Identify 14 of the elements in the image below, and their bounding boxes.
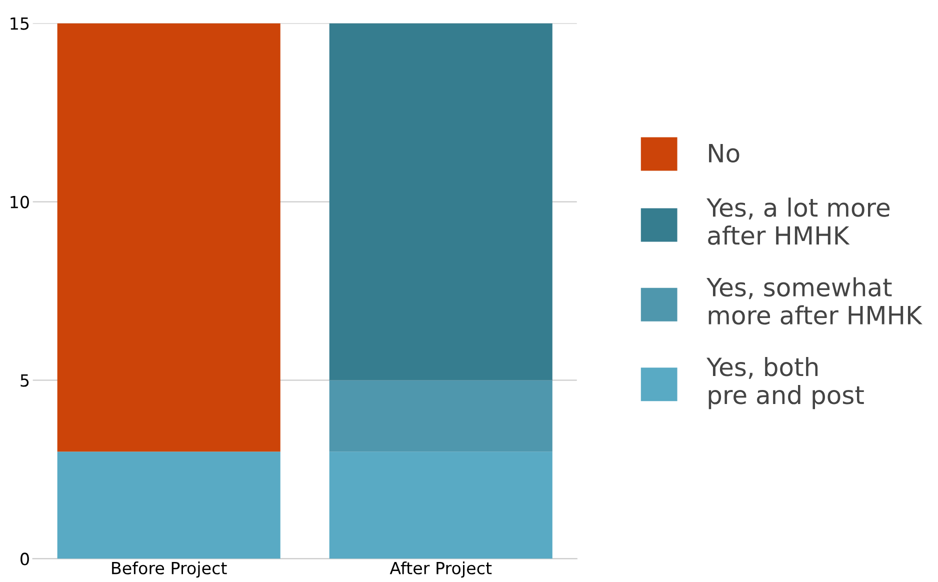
legend-label: Yes, both pre and post	[706, 356, 864, 410]
x-tick-label: After Project	[390, 562, 492, 578]
legend-label: Yes, somewhat more after HMHK	[706, 277, 922, 325]
bar	[329, 23, 552, 380]
y-tick-label: 10	[10, 196, 29, 208]
x-tick-label: Before Project	[112, 562, 227, 578]
legend-label: No	[709, 144, 740, 163]
y-tick-label: 0	[20, 552, 29, 566]
legend-label: Yes, a lot more after HMHK	[706, 198, 890, 245]
y-tick-label: 15	[10, 17, 29, 30]
bar	[329, 380, 552, 452]
y-tick-label: 5	[20, 374, 29, 387]
bar	[57, 452, 280, 559]
bar	[329, 452, 552, 559]
